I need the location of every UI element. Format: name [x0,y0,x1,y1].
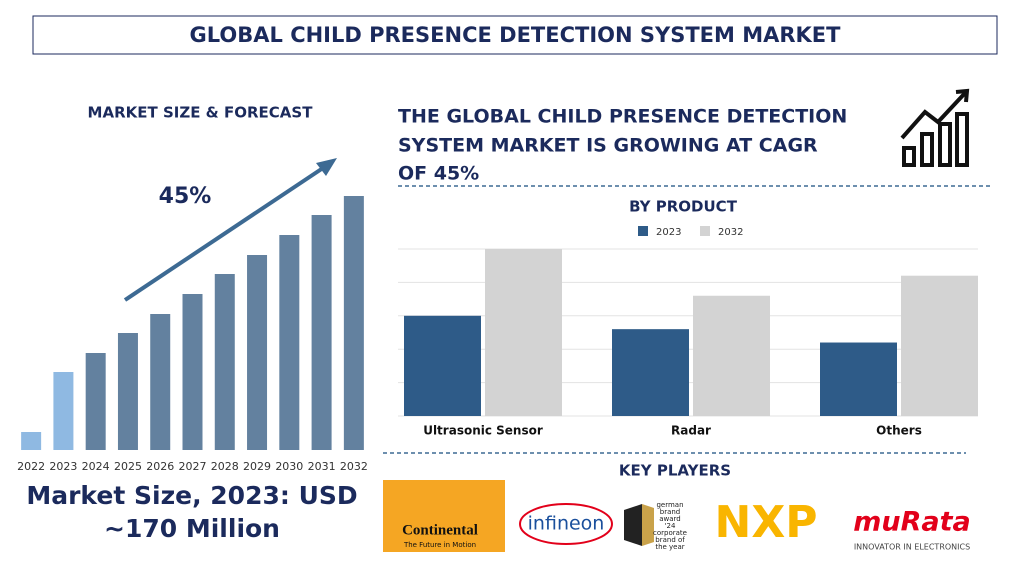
x-tick-label: 2032 [340,460,368,473]
market-size-text: ~170 Million [104,514,280,543]
legend-label: 2032 [718,227,743,238]
logo-continental: Continental The Future in Motion [383,480,505,552]
bar [85,353,106,450]
legend-swatch [638,226,648,236]
bar [901,275,978,416]
x-tick-label: 2026 [146,460,174,473]
logo-text: brand of [655,536,685,544]
bar [182,294,203,450]
logo-murata: muRata INNOVATOR IN ELECTRONICS [853,507,971,552]
x-tick-label: 2025 [114,460,142,473]
x-tick-label: 2022 [17,460,45,473]
section-title: KEY PLAYERS [619,462,731,480]
bar [247,255,268,450]
bar [343,196,364,450]
logo-text: '24 [665,522,676,530]
chart-title: MARKET SIZE & FORECAST [88,104,314,122]
bar [404,315,481,416]
x-tick-label: 2030 [275,460,303,473]
bar [693,295,770,416]
logo-text: award [659,515,681,523]
logo-text: corporate [653,529,687,537]
logo-text: muRata [853,507,971,538]
bar [311,215,332,450]
x-tick-label: 2023 [49,460,77,473]
growth-icon [900,88,970,167]
logo-text: german [656,501,683,509]
x-tick-label: 2031 [308,460,336,473]
x-tick-label: 2024 [82,460,110,473]
growth-arrow [123,164,328,302]
arrow-head [316,158,337,176]
cagr-annotation: 45% [159,184,212,209]
x-tick-label: Ultrasonic Sensor [423,424,543,438]
logo-ring [519,503,613,545]
logo-text: the year [655,543,684,551]
title-box [32,15,998,55]
x-tick-label: 2029 [243,460,271,473]
bar [53,372,74,450]
logo-bg [383,480,505,552]
bar [279,235,300,450]
x-tick-label: 2027 [179,460,207,473]
headline: OF 45% [398,163,479,185]
logo-text: brand [660,508,681,516]
logo-nxp: NXP [715,497,818,548]
x-tick-label: Radar [671,424,711,438]
headline: SYSTEM MARKET IS GROWING AT CAGR [398,135,818,157]
page-title: GLOBAL CHILD PRESENCE DETECTION SYSTEM M… [190,23,842,47]
x-tick-label: Others [876,424,922,438]
headline: THE GLOBAL CHILD PRESENCE DETECTION [398,106,847,128]
bar [150,314,171,450]
bar [21,432,42,450]
bar [117,333,138,450]
logo-tagline: INNOVATOR IN ELECTRONICS [854,543,970,552]
bar [820,342,897,416]
chart-title: BY PRODUCT [629,198,738,216]
logo-tagline: The Future in Motion [403,541,476,549]
logo-infineon: infineon [519,503,613,545]
logo-text: NXP [715,497,818,548]
market-size-text: Market Size, 2023: USD [26,481,357,510]
bar [214,274,235,450]
logo-text: Continental [402,522,478,538]
legend-label: 2023 [656,227,681,238]
x-tick-label: 2028 [211,460,239,473]
bar [485,249,562,416]
logo-text: infineon [528,513,605,535]
bar [612,329,689,416]
legend-swatch [700,226,710,236]
